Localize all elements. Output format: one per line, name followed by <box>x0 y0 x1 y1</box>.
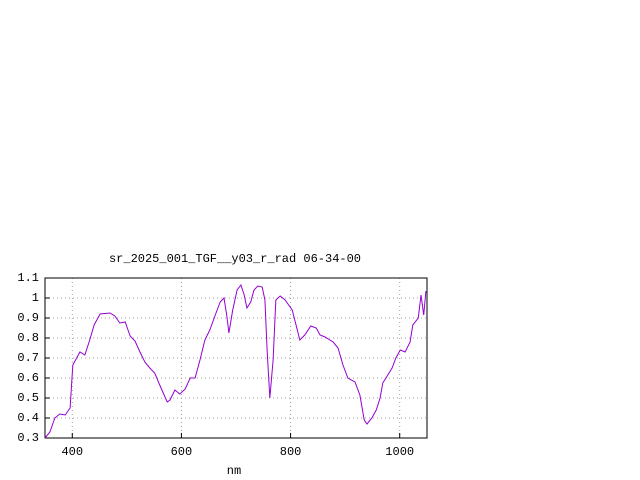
y-tick-label: 0.5 <box>17 391 39 405</box>
y-tick-label: 1.1 <box>17 271 39 285</box>
data-line <box>44 283 427 439</box>
x-tick-label: 1000 <box>385 445 414 459</box>
y-tick-label: 0.8 <box>17 331 39 345</box>
y-tick-label: 0.4 <box>17 411 39 425</box>
y-tick-label: 0.9 <box>17 311 39 325</box>
plot-border <box>44 277 428 439</box>
y-tick-label: 0.6 <box>17 371 39 385</box>
y-tick-label: 0.7 <box>17 351 39 365</box>
x-tick-label: 400 <box>61 445 83 459</box>
x-tick-label: 800 <box>280 445 302 459</box>
x-axis-label: nm <box>227 464 241 478</box>
chart-title: sr_2025_001_TGF__y03_r_rad 06-34-00 <box>109 252 361 266</box>
x-tick-label: 600 <box>171 445 193 459</box>
y-tick-label: 1 <box>32 291 39 305</box>
y-tick-label: 0.3 <box>17 431 39 445</box>
